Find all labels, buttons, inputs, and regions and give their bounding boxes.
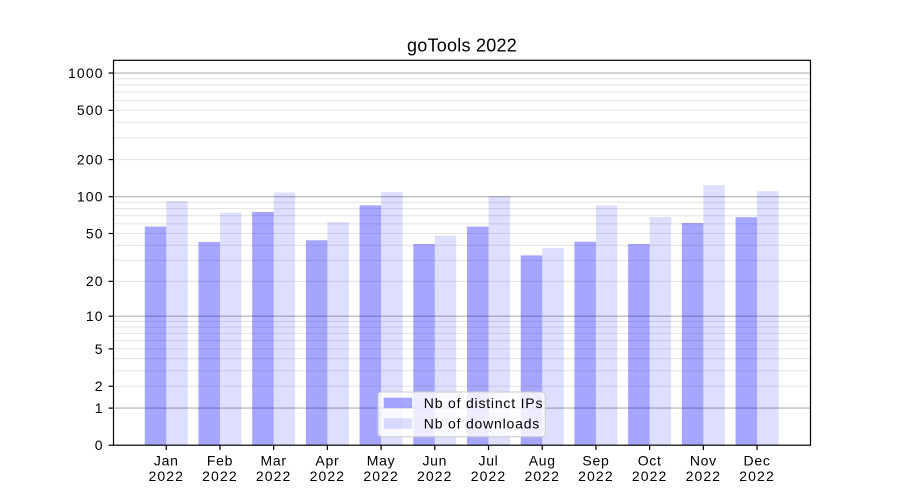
svg-text:2022: 2022: [310, 468, 346, 484]
svg-text:Nb of downloads: Nb of downloads: [424, 415, 540, 431]
svg-text:2022: 2022: [739, 468, 775, 484]
svg-text:100: 100: [77, 189, 104, 205]
svg-text:Sep: Sep: [582, 452, 609, 468]
svg-text:2022: 2022: [686, 468, 722, 484]
svg-text:Dec: Dec: [744, 452, 771, 468]
svg-text:2022: 2022: [363, 468, 399, 484]
svg-text:20: 20: [86, 273, 104, 289]
svg-text:goTools 2022: goTools 2022: [407, 36, 517, 56]
svg-text:50: 50: [86, 225, 104, 241]
svg-text:200: 200: [77, 151, 104, 167]
svg-text:2022: 2022: [578, 468, 614, 484]
svg-text:Jan: Jan: [154, 452, 179, 468]
svg-text:2022: 2022: [417, 468, 453, 484]
svg-text:Apr: Apr: [315, 452, 339, 468]
svg-text:Jul: Jul: [479, 452, 499, 468]
svg-text:2: 2: [95, 378, 104, 394]
svg-text:2022: 2022: [471, 468, 507, 484]
svg-text:Nov: Nov: [690, 452, 717, 468]
svg-text:1: 1: [95, 400, 104, 416]
svg-text:1000: 1000: [68, 65, 104, 81]
svg-text:2022: 2022: [632, 468, 668, 484]
svg-text:Mar: Mar: [261, 452, 287, 468]
svg-text:2022: 2022: [256, 468, 292, 484]
svg-text:2022: 2022: [524, 468, 560, 484]
svg-text:0: 0: [95, 437, 104, 453]
svg-text:May: May: [367, 452, 396, 468]
svg-text:Jun: Jun: [422, 452, 447, 468]
svg-text:Aug: Aug: [529, 452, 556, 468]
svg-text:Nb of distinct IPs: Nb of distinct IPs: [424, 395, 543, 411]
svg-text:10: 10: [86, 308, 104, 324]
svg-text:2022: 2022: [202, 468, 238, 484]
svg-text:2022: 2022: [148, 468, 184, 484]
svg-text:Oct: Oct: [638, 452, 662, 468]
svg-text:500: 500: [77, 102, 104, 118]
svg-text:Feb: Feb: [207, 452, 233, 468]
svg-text:5: 5: [95, 341, 104, 357]
